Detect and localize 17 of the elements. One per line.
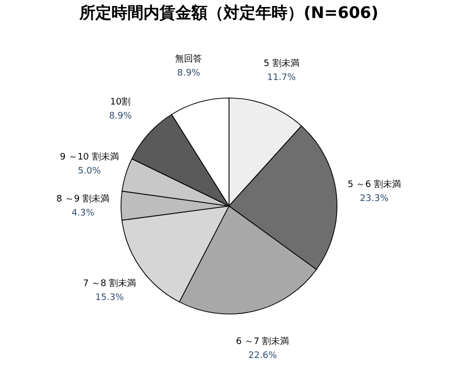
data-label: 11.7% (267, 72, 296, 83)
data-label: 22.6% (248, 351, 278, 362)
slice-label: 9 ～10 割未満 (60, 152, 119, 163)
slice-label: 10割 (110, 96, 131, 108)
data-label: 8.9% (108, 111, 132, 122)
chart-title: 所定時間内賃金額（対定年時）(N=606) (78, 3, 378, 22)
slice-label: 7 ～8 割未満 (82, 278, 136, 289)
slice-label: 無回答 (175, 54, 202, 65)
slice-label: 5 ～6 割未満 (348, 178, 401, 190)
slice-label: 6 ～7 割未満 (236, 336, 290, 348)
data-label: 4.3% (72, 208, 95, 219)
data-label: 15.3% (95, 292, 124, 303)
slice-label: 5 割未満 (264, 58, 300, 69)
data-label: 8.9% (177, 68, 201, 79)
slice-label: 8 ～9 割未満 (56, 194, 110, 205)
data-label: 23.3% (360, 194, 389, 204)
data-label: 5.0% (78, 166, 102, 177)
